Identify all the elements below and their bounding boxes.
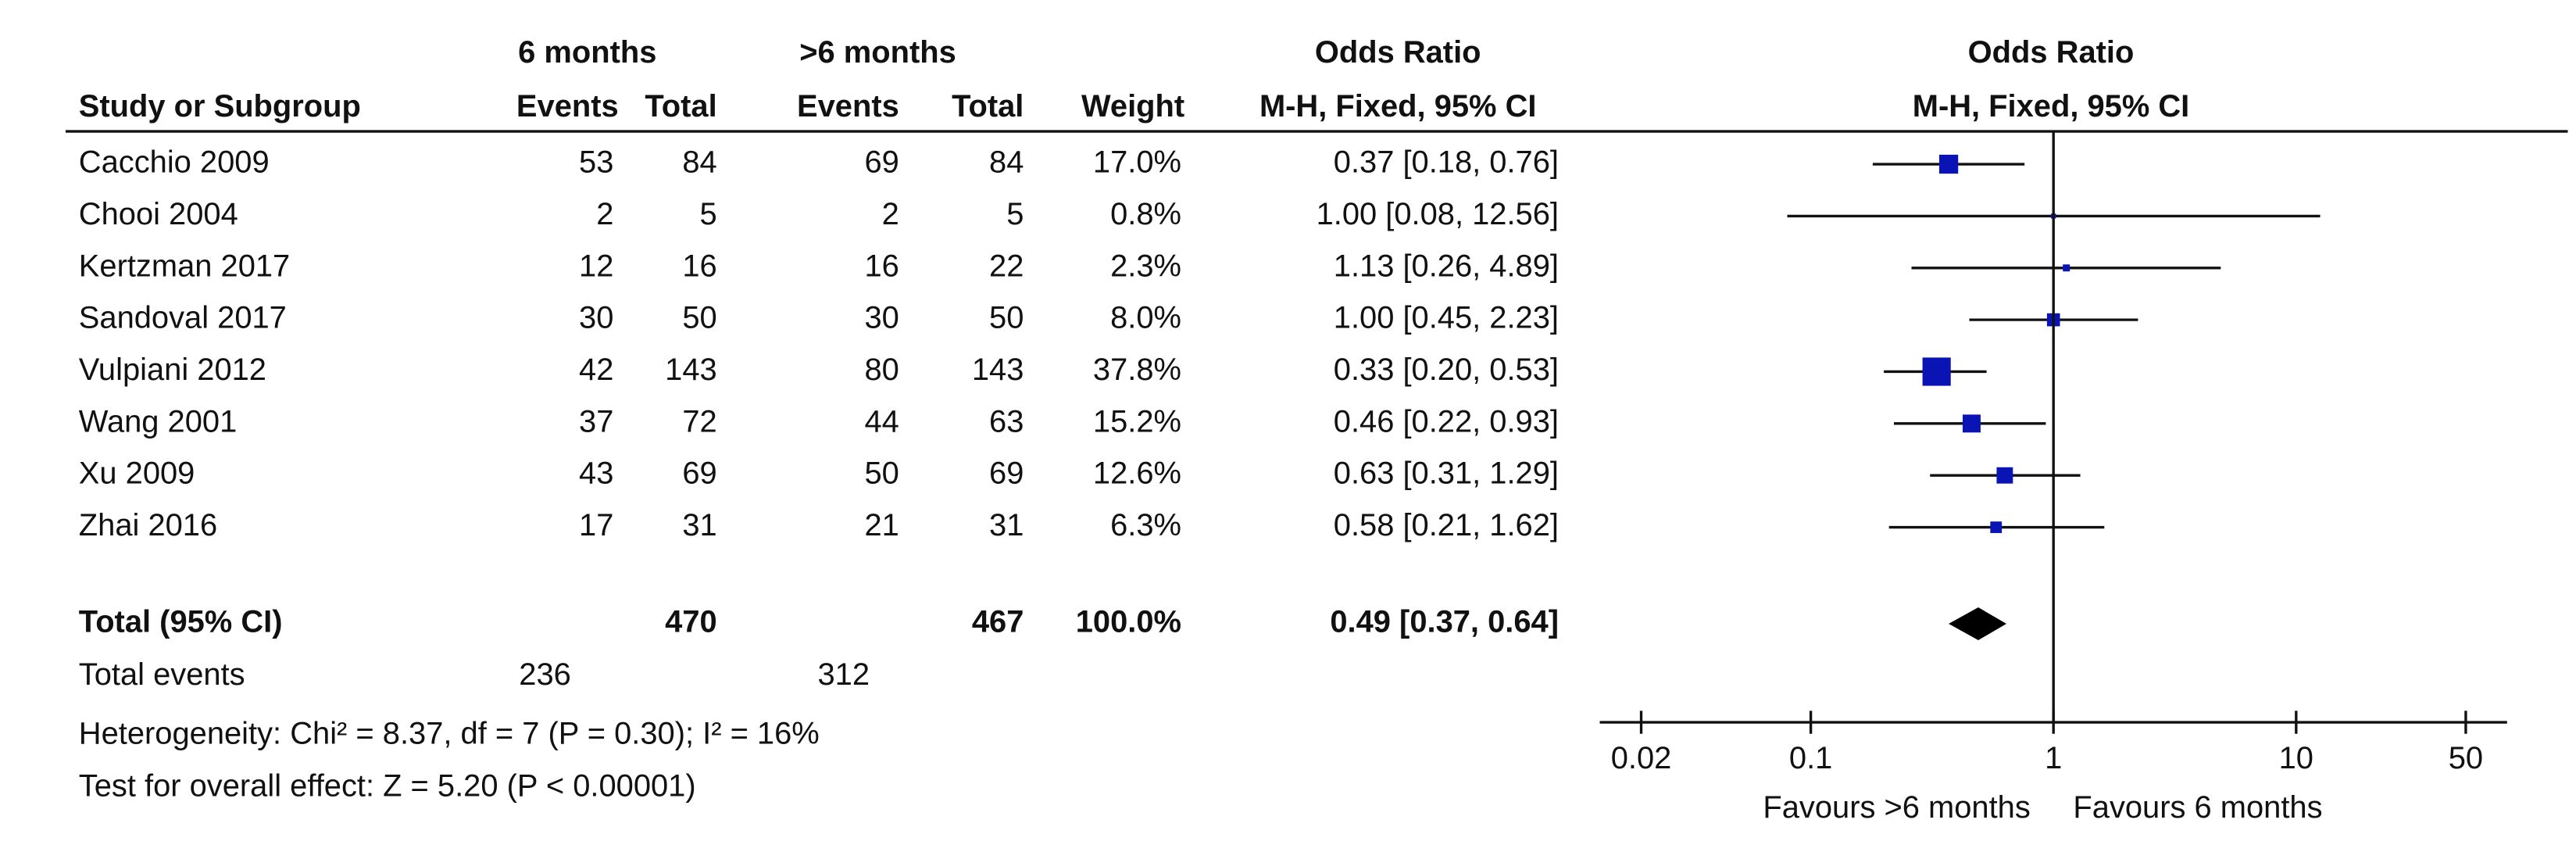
total-label: Total (95% CI): [79, 605, 283, 639]
column-header: Events: [797, 89, 899, 124]
studies: Kertzman 2017: [79, 249, 290, 283]
total-2: 50: [989, 301, 1024, 335]
weight-labels: 8.0%: [1110, 301, 1181, 335]
total-2: 143: [972, 353, 1024, 387]
events-1: 53: [579, 145, 613, 180]
effect-square: [2063, 264, 2070, 272]
weight-labels: 37.8%: [1093, 353, 1181, 387]
value-labels: 0.63 [0.31, 1.29]: [1334, 456, 1559, 491]
effect-square: [1990, 521, 2003, 533]
column-header: Events: [516, 89, 619, 124]
events-1: 2: [596, 197, 613, 231]
total-1: 84: [682, 145, 716, 180]
events-1: 30: [579, 301, 613, 335]
total-value-label: 0.49 [0.37, 0.64]: [1330, 605, 1559, 639]
total-1: 31: [682, 508, 716, 542]
events-2: 16: [864, 249, 899, 283]
value-labels: 0.58 [0.21, 1.62]: [1334, 508, 1559, 542]
events-2: 69: [864, 145, 899, 180]
studies: Sandoval 2017: [79, 301, 287, 335]
column-header: M-H, Fixed, 95% CI: [1259, 89, 1537, 124]
total-2: 84: [989, 145, 1024, 180]
column-header: M-H, Fixed, 95% CI: [1913, 89, 2190, 124]
x-tick-label: 0.02: [1611, 741, 1672, 775]
column-header: Total: [645, 89, 716, 124]
events-2: 44: [864, 404, 899, 439]
events-2: 80: [864, 353, 899, 387]
studies: Vulpiani 2012: [79, 353, 266, 387]
x-tick-label: 1: [2045, 741, 2062, 775]
events-1: 37: [579, 404, 613, 439]
total-total-1: 470: [665, 605, 717, 639]
column-header: Weight: [1081, 89, 1184, 124]
value-labels: 1.13 [0.26, 4.89]: [1334, 249, 1559, 283]
total-1: 69: [682, 456, 716, 491]
studies: Zhai 2016: [79, 508, 217, 542]
events-2: 30: [864, 301, 899, 335]
value-labels: 0.33 [0.20, 0.53]: [1334, 353, 1559, 387]
value-labels: 0.46 [0.22, 0.93]: [1334, 404, 1559, 439]
events-1: 42: [579, 353, 613, 387]
overall-effect: Test for overall effect: Z = 5.20 (P < 0…: [79, 769, 696, 804]
events-1: 12: [579, 249, 613, 283]
studies: Cacchio 2009: [79, 145, 270, 180]
weight-labels: 0.8%: [1110, 197, 1181, 231]
events-1: 17: [579, 508, 613, 542]
studies: Wang 2001: [79, 404, 237, 439]
weight-labels: 17.0%: [1093, 145, 1181, 180]
group-header: >6 months: [799, 35, 956, 70]
weight-labels: 6.3%: [1110, 508, 1181, 542]
total-events-2: 312: [817, 657, 870, 692]
events-2: 50: [864, 456, 899, 491]
column-header: Study or Subgroup: [79, 89, 361, 124]
x-tick-label: 50: [2449, 741, 2483, 775]
events-2: 2: [882, 197, 899, 231]
x-label-right: Favours 6 months: [2073, 790, 2322, 825]
effect-square: [1963, 414, 1981, 433]
total-2: 69: [989, 456, 1024, 491]
studies: Chooi 2004: [79, 197, 238, 231]
heterogeneity: Heterogeneity: Chi² = 8.37, df = 7 (P = …: [79, 716, 820, 750]
total-1: 143: [665, 353, 717, 387]
weight-labels: 2.3%: [1110, 249, 1181, 283]
effect-square: [1922, 357, 1951, 386]
weight-labels: 15.2%: [1093, 404, 1181, 439]
group-header: Odds Ratio: [1315, 35, 1481, 70]
group-header: Odds Ratio: [1968, 35, 2135, 70]
total-1: 72: [682, 404, 716, 439]
x-tick-label: 10: [2279, 741, 2313, 775]
summary-diamond: [1949, 607, 2007, 641]
total-total-2: 467: [972, 605, 1024, 639]
x-label-left: Favours >6 months: [1763, 790, 2030, 825]
value-labels: 1.00 [0.08, 12.56]: [1317, 197, 1559, 231]
group-header: 6 months: [518, 35, 656, 70]
studies: Xu 2009: [79, 456, 195, 491]
events-1: 43: [579, 456, 613, 491]
column-header: Total: [952, 89, 1024, 124]
total-1: 16: [682, 249, 716, 283]
weight-labels: 12.6%: [1093, 456, 1181, 491]
total-1: 50: [682, 301, 716, 335]
total-events-label: Total events: [79, 657, 245, 692]
total-2: 31: [989, 508, 1024, 542]
x-tick-label: 0.1: [1789, 741, 1832, 775]
effect-square: [1938, 154, 1959, 174]
value-labels: 1.00 [0.45, 2.23]: [1334, 301, 1559, 335]
value-labels: 0.37 [0.18, 0.76]: [1334, 145, 1559, 180]
total-events-1: 236: [519, 657, 571, 692]
total-1: 5: [700, 197, 717, 231]
total-2: 5: [1006, 197, 1024, 231]
effect-square: [1996, 467, 2013, 484]
total-2: 63: [989, 404, 1024, 439]
total-weight-label: 100.0%: [1076, 605, 1181, 639]
total-2: 22: [989, 249, 1024, 283]
events-2: 21: [864, 508, 899, 542]
